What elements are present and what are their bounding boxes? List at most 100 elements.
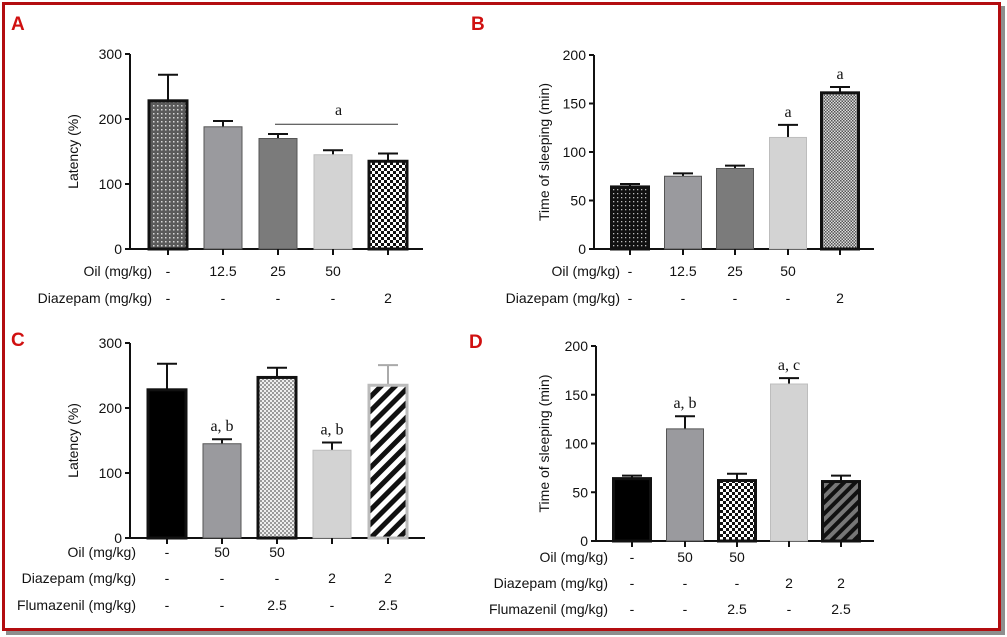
treatment-dose: 2 [785,575,793,591]
treatment-dose: 2.5 [267,597,287,613]
treatment-dose: 12.5 [209,263,236,279]
chart-panel-c: 0 100 200 300 Latency (%) a, b a, b Oil (mg/kg)… [17,335,425,613]
bar [664,175,702,250]
treatment-dose: 50 [269,544,285,560]
treatment-dose: - [630,549,635,565]
y-tick-label: 200 [99,111,123,127]
bar [203,126,243,250]
bar [202,443,242,539]
bar [147,99,189,251]
treatment-dose: 2.5 [831,601,851,617]
y-tick-label: 200 [565,338,589,354]
treatment-dose: - [786,290,791,306]
treatment-dose: 2 [384,570,392,586]
panel-label-a: A [11,14,25,35]
y-axis-label: Latency (%) [65,114,81,189]
panel-label-d: D [469,332,483,353]
treatment-row-label: Oil (mg/kg) [552,263,620,279]
treatment-dose: 50 [325,263,341,279]
treatment-row-label: Diazepam (mg/kg) [494,575,608,591]
treatment-dose: - [331,290,336,306]
y-axis-label: Time of sleeping (min) [536,375,552,513]
treatment-row-label: Oil (mg/kg) [68,544,136,560]
treatment-dose: - [165,570,170,586]
treatment-row-label: Diazepam (mg/kg) [22,570,136,586]
significance-label: a, b [320,421,343,438]
y-tick-label: 200 [99,400,123,416]
treatment-dose: 2 [384,290,392,306]
treatment-dose: - [787,601,792,617]
significance-label: a, c [778,357,800,374]
panel-label-c: C [11,330,25,351]
y-tick-label: 0 [114,530,122,546]
treatment-row-label: Flumazenil (mg/kg) [489,601,608,617]
y-tick-label: 0 [580,533,588,549]
bar [312,449,352,539]
bar [610,185,650,251]
treatment-dose: - [165,597,170,613]
treatment-dose: - [628,290,633,306]
y-tick-label: 150 [565,387,589,403]
treatment-dose: 50 [214,544,230,560]
bar [367,383,409,540]
treatment-dose: - [630,601,635,617]
treatment-dose: - [276,290,281,306]
y-tick-label: 300 [99,335,123,351]
bar [313,154,353,250]
y-tick-label: 100 [565,436,589,452]
treatment-dose: 50 [780,263,796,279]
bar [367,159,409,251]
treatment-dose: 12.5 [669,263,696,279]
treatment-dose: - [166,263,171,279]
chart-panel-d: 0 50 100 150 200 Time of sleeping (min) a, b a,… [489,338,874,617]
y-tick-label: 100 [99,465,123,481]
treatment-dose: - [683,575,688,591]
bar [770,383,808,542]
treatment-row-label: Flumazenil (mg/kg) [17,597,136,613]
bar [612,477,652,543]
y-tick-label: 50 [570,193,586,209]
treatment-dose: - [683,601,688,617]
significance-label: a, b [210,418,233,435]
treatment-dose: - [330,597,335,613]
bar [256,375,298,540]
treatment-row-label: Oil (mg/kg) [540,549,608,565]
bar [717,479,757,543]
treatment-dose: - [630,575,635,591]
panel-label-b: B [471,14,485,35]
treatment-dose: - [165,544,170,560]
treatment-dose: - [166,290,171,306]
y-tick-label: 200 [563,47,587,63]
significance-label: a, b [673,395,696,412]
significance-label: a [784,104,791,121]
bar [146,388,188,540]
y-tick-label: 150 [563,96,587,112]
y-tick-label: 300 [99,46,123,62]
treatment-dose: - [275,570,280,586]
treatment-dose: 2 [836,290,844,306]
treatment-dose: - [220,597,225,613]
bar [769,136,807,250]
y-axis-label: Latency (%) [65,403,81,478]
treatment-dose: 25 [727,263,743,279]
treatment-row-label: Diazepam (mg/kg) [38,290,152,306]
treatment-dose: 50 [677,549,693,565]
treatment-dose: - [735,575,740,591]
bar [820,91,860,251]
significance-label: a [335,102,342,119]
treatment-dose: 2.5 [727,601,747,617]
treatment-dose: 25 [270,263,286,279]
y-tick-label: 0 [578,241,586,257]
bar [258,138,298,250]
treatment-row-label: Diazepam (mg/kg) [506,290,620,306]
significance-label: a [836,66,843,83]
chart-panel-b: 0 50 100 150 200 Time of sleeping (min) a a Oil … [506,47,874,306]
treatment-dose: - [733,290,738,306]
treatment-dose: - [220,570,225,586]
treatment-dose: 50 [729,549,745,565]
treatment-dose: - [628,263,633,279]
treatment-row-label: Oil (mg/kg) [84,263,152,279]
bar [821,480,861,543]
